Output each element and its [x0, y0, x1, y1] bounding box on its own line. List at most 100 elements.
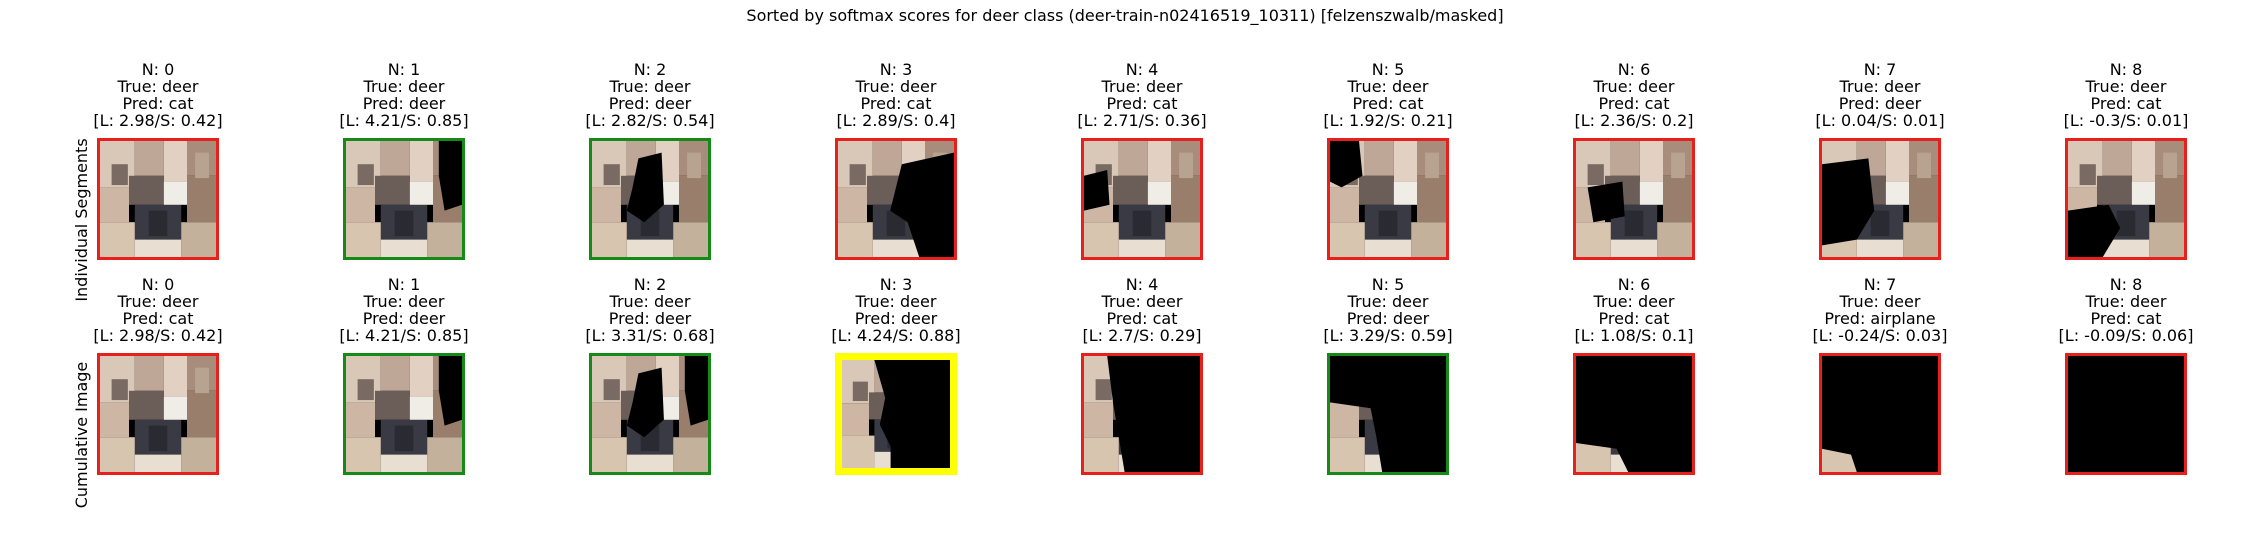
panel-pred-label: Pred: cat — [1106, 309, 1178, 328]
panel-true-label: True: deer — [855, 292, 937, 311]
panel-score-label: [L: 1.92/S: 0.21] — [1323, 111, 1453, 130]
panel-pred-label: Pred: deer — [362, 94, 446, 113]
segment-thumbnail — [1327, 353, 1449, 475]
panel-n-label: N: 3 — [879, 275, 913, 294]
panel-n-label: N: 0 — [141, 275, 175, 294]
panel-true-label: True: deer — [1347, 292, 1429, 311]
panel-score-label: [L: 2.98/S: 0.42] — [93, 111, 223, 130]
segment-thumbnail — [97, 353, 219, 475]
panel-n-label: N: 2 — [633, 60, 667, 79]
panel-score-label: [L: 4.24/S: 0.88] — [831, 326, 961, 345]
deer-image — [2068, 141, 2184, 257]
panel-pred-label: Pred: airplane — [1824, 309, 1936, 328]
panel-score-label: [L: 2.71/S: 0.36] — [1077, 111, 1207, 130]
segment-thumbnail — [1573, 138, 1695, 260]
segment-thumbnail — [589, 353, 711, 475]
panel-true-label: True: deer — [609, 77, 691, 96]
panel-pred-label: Pred: cat — [1598, 94, 1670, 113]
panel-score-label: [L: 2.82/S: 0.54] — [585, 111, 715, 130]
panel-pred-label: Pred: deer — [854, 309, 938, 328]
panel-n-label: N: 8 — [2109, 60, 2143, 79]
panel-true-label: True: deer — [117, 77, 199, 96]
deer-image — [1084, 141, 1200, 257]
panel-true-label: True: deer — [1839, 77, 1921, 96]
panel-n-label: N: 6 — [1617, 275, 1651, 294]
deer-image — [1822, 356, 1938, 472]
deer-image — [592, 141, 708, 257]
segment-thumbnail — [1819, 353, 1941, 475]
panel-n-label: N: 4 — [1125, 60, 1159, 79]
segment-thumbnail — [2065, 353, 2187, 475]
panel-n-label: N: 5 — [1371, 275, 1405, 294]
panel-score-label: [L: 2.36/S: 0.2] — [1574, 111, 1694, 130]
panel-pred-label: Pred: cat — [860, 94, 932, 113]
panel-n-label: N: 3 — [879, 60, 913, 79]
panel-n-label: N: 6 — [1617, 60, 1651, 79]
deer-image — [1822, 141, 1938, 257]
panel-score-label: [L: 3.29/S: 0.59] — [1323, 326, 1453, 345]
row-label-cumulative-image: Cumulative Image — [72, 361, 91, 509]
segment-thumbnail — [2065, 138, 2187, 260]
panel-true-label: True: deer — [117, 292, 199, 311]
panel-pred-label: Pred: deer — [362, 309, 446, 328]
panel-score-label: [L: 1.08/S: 0.1] — [1574, 326, 1694, 345]
deer-image — [592, 356, 708, 472]
panel-pred-label: Pred: cat — [1598, 309, 1670, 328]
panel-score-label: [L: -0.24/S: 0.03] — [1812, 326, 1948, 345]
panel-score-label: [L: 4.21/S: 0.85] — [339, 326, 469, 345]
panel-n-label: N: 1 — [387, 275, 421, 294]
deer-image — [100, 141, 216, 257]
panel-true-label: True: deer — [1593, 292, 1675, 311]
deer-image — [1084, 356, 1200, 472]
deer-image — [1330, 356, 1446, 472]
panel-true-label: True: deer — [1839, 292, 1921, 311]
panel-n-label: N: 7 — [1863, 275, 1897, 294]
panel-true-label: True: deer — [363, 292, 445, 311]
deer-image — [1576, 141, 1692, 257]
panel-n-label: N: 2 — [633, 275, 667, 294]
panel-score-label: [L: 3.31/S: 0.68] — [585, 326, 715, 345]
panel-n-label: N: 1 — [387, 60, 421, 79]
panel-pred-label: Pred: deer — [608, 309, 692, 328]
panel-n-label: N: 7 — [1863, 60, 1897, 79]
deer-image — [346, 356, 462, 472]
panel-n-label: N: 0 — [141, 60, 175, 79]
panel-true-label: True: deer — [363, 77, 445, 96]
segment-thumbnail — [835, 138, 957, 260]
panel-pred-label: Pred: deer — [608, 94, 692, 113]
panel-score-label: [L: 2.89/S: 0.4] — [836, 111, 956, 130]
panel-pred-label: Pred: deer — [1346, 309, 1430, 328]
panel-score-label: [L: 4.21/S: 0.85] — [339, 111, 469, 130]
panel-score-label: [L: 0.04/S: 0.01] — [1815, 111, 1945, 130]
deer-image — [346, 141, 462, 257]
panel-pred-label: Pred: cat — [2090, 309, 2162, 328]
panel-true-label: True: deer — [1101, 77, 1183, 96]
panel-true-label: True: deer — [2085, 77, 2167, 96]
panel-true-label: True: deer — [609, 292, 691, 311]
deer-image — [100, 356, 216, 472]
panel-pred-label: Pred: cat — [2090, 94, 2162, 113]
segment-thumbnail — [1327, 138, 1449, 260]
segment-thumbnail — [1081, 138, 1203, 260]
panel-n-label: N: 5 — [1371, 60, 1405, 79]
segment-thumbnail — [835, 353, 957, 475]
segment-thumbnail — [97, 138, 219, 260]
segment-thumbnail — [343, 353, 465, 475]
panel-score-label: [L: 2.98/S: 0.42] — [93, 326, 223, 345]
panel-true-label: True: deer — [1593, 77, 1675, 96]
deer-image — [1330, 141, 1446, 257]
panel-score-label: [L: -0.3/S: 0.01] — [2063, 111, 2189, 130]
panel-true-label: True: deer — [2085, 292, 2167, 311]
segment-thumbnail — [1081, 353, 1203, 475]
deer-image — [1576, 356, 1692, 472]
segment-thumbnail — [1573, 353, 1695, 475]
deer-image — [842, 360, 950, 468]
panel-pred-label: Pred: cat — [122, 309, 194, 328]
segment-thumbnail — [1819, 138, 1941, 260]
deer-image — [2068, 356, 2184, 472]
panel-true-label: True: deer — [855, 77, 937, 96]
panel-pred-label: Pred: deer — [1838, 94, 1922, 113]
figure-title: Sorted by softmax scores for deer class … — [746, 6, 1504, 25]
panel-score-label: [L: -0.09/S: 0.06] — [2058, 326, 2194, 345]
segment-thumbnail — [589, 138, 711, 260]
